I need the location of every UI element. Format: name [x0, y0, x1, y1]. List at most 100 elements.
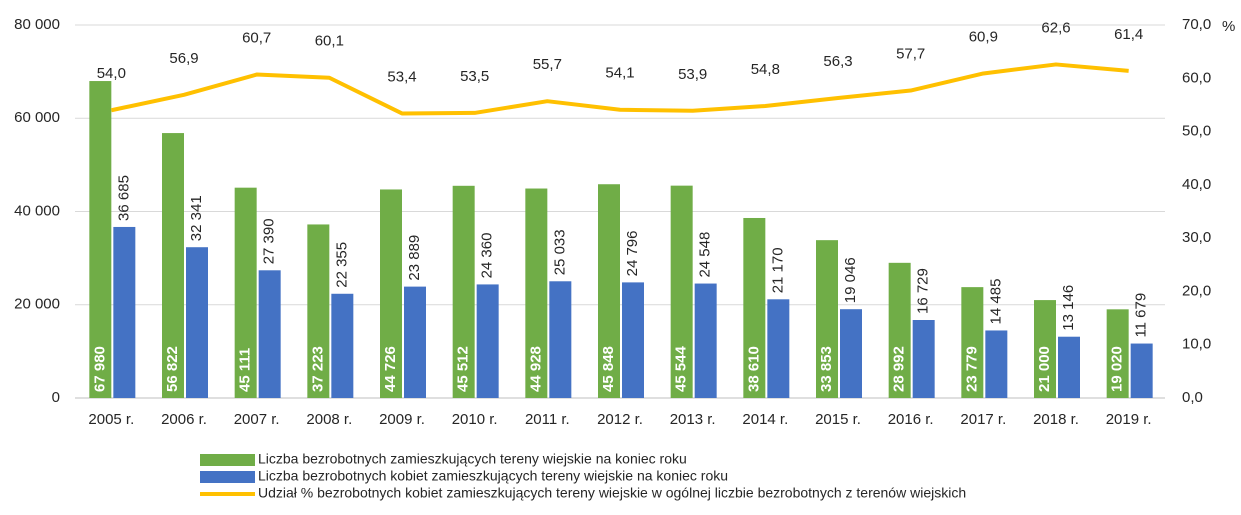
line-value-label: 54,0	[97, 65, 126, 82]
bar-value-label: 23 889	[406, 235, 423, 281]
bar	[888, 262, 911, 398]
bar	[1058, 336, 1080, 398]
bar	[622, 282, 644, 398]
line-value-label: 62,6	[1041, 19, 1070, 36]
line-value-label: 54,8	[751, 61, 780, 78]
line-value-label: 53,9	[678, 66, 707, 83]
y2-tick-label: 60,0	[1182, 69, 1211, 86]
bar-value-label: 21 000	[1036, 346, 1053, 392]
line-value-label: 60,1	[315, 33, 344, 50]
x-tick-label: 2013 r.	[670, 411, 716, 428]
y2-tick-label: 20,0	[1182, 282, 1211, 299]
bar	[452, 185, 475, 398]
bar	[549, 281, 572, 398]
y-tick-label: 0	[52, 389, 60, 406]
legend-label: Liczba bezrobotnych zamieszkujących tere…	[258, 451, 687, 467]
bar	[234, 187, 257, 398]
bar-value-label: 36 685	[115, 175, 132, 221]
bar	[1106, 309, 1129, 398]
line-value-label: 56,3	[823, 53, 852, 70]
line-value-label: 53,5	[460, 68, 489, 85]
y-tick-label: 20 000	[14, 296, 60, 313]
legend-label: Udział % bezrobotnych kobiet zamieszkują…	[258, 485, 966, 501]
bar	[840, 309, 862, 398]
bar-value-label: 24 796	[624, 230, 641, 276]
x-tick-label: 2011 r.	[525, 411, 570, 428]
bar-value-label: 37 223	[309, 346, 326, 392]
bar-value-label: 14 485	[987, 279, 1004, 325]
y2-tick-label: 50,0	[1182, 123, 1211, 140]
x-tick-label: 2006 r.	[161, 411, 207, 428]
bar	[113, 226, 136, 398]
x-tick-label: 2018 r.	[1033, 411, 1079, 428]
bar-value-label: 16 729	[915, 268, 932, 314]
bar-value-label: 45 544	[673, 345, 690, 392]
bar-value-label: 19 046	[842, 257, 859, 303]
bar-value-label: 32 341	[188, 195, 205, 241]
y2-tick-label: 0,0	[1182, 389, 1203, 406]
bar-value-label: 11 679	[1133, 293, 1150, 338]
y2-tick-label: 10,0	[1182, 336, 1211, 353]
line	[110, 62, 1129, 116]
bar-value-label: 56 822	[164, 346, 181, 392]
line-value-label: 54,1	[605, 65, 634, 82]
bar-value-label: 24 548	[697, 232, 714, 278]
bar-value-label: 22 355	[333, 242, 350, 288]
x-tick-label: 2016 r.	[888, 411, 934, 428]
x-tick-label: 2005 r.	[88, 411, 134, 428]
bar-value-label: 45 111	[237, 348, 254, 392]
bar	[307, 224, 330, 398]
x-tick-label: 2008 r.	[306, 411, 352, 428]
x-tick-label: 2014 r.	[742, 411, 788, 428]
bar	[694, 283, 717, 398]
y-tick-label: 40 000	[14, 202, 60, 219]
bar-value-label: 45 848	[600, 346, 617, 392]
bar-value-label: 44 726	[382, 346, 399, 392]
line-value-label: 57,7	[896, 46, 925, 63]
bar	[1130, 343, 1153, 398]
x-tick-label: 2010 r.	[452, 411, 498, 428]
legend-label: Liczba bezrobotnych kobiet zamieszkujący…	[258, 468, 728, 484]
bar-value-label: 24 360	[479, 233, 496, 279]
bar-value-label: 13 146	[1060, 285, 1077, 331]
bar	[670, 185, 693, 398]
bar-value-label: 19 020	[1109, 346, 1126, 392]
bar	[816, 240, 838, 398]
line-value-label: 55,7	[533, 56, 562, 73]
bar	[258, 270, 281, 398]
legend-swatch	[200, 471, 255, 483]
bar	[476, 284, 499, 398]
bar	[404, 286, 426, 398]
bar-value-label: 67 980	[91, 346, 108, 392]
y2-tick-label: 70,0	[1182, 16, 1211, 33]
bar-value-label: 28 992	[891, 346, 908, 392]
bar	[961, 287, 984, 398]
bar	[186, 247, 208, 398]
y-tick-label: 60 000	[14, 109, 60, 126]
x-tick-label: 2007 r.	[234, 411, 280, 428]
x-tick-label: 2012 r.	[597, 411, 643, 428]
y2-tick-label: 40,0	[1182, 176, 1211, 193]
bar-value-label: 33 853	[818, 346, 835, 392]
bar	[985, 330, 1008, 398]
bar	[162, 133, 184, 398]
bar-value-label: 45 512	[455, 346, 472, 392]
bar	[380, 189, 402, 398]
y-tick-label: 80 000	[14, 16, 60, 33]
bar	[89, 81, 112, 399]
bar-value-label: 21 170	[769, 247, 786, 293]
line-value-label: 61,4	[1114, 26, 1143, 43]
line-value-label: 56,9	[169, 50, 198, 67]
x-tick-label: 2015 r.	[815, 411, 861, 428]
line-value-label: 53,4	[387, 68, 416, 85]
bar	[598, 184, 620, 398]
bar	[331, 293, 354, 398]
bar-value-label: 44 928	[527, 346, 544, 392]
bar-value-label: 23 779	[963, 346, 980, 392]
legend-swatch	[200, 454, 255, 466]
bar	[743, 217, 766, 398]
bar-value-label: 25 033	[551, 229, 568, 275]
bar	[767, 299, 790, 398]
x-tick-label: 2017 r.	[960, 411, 1006, 428]
